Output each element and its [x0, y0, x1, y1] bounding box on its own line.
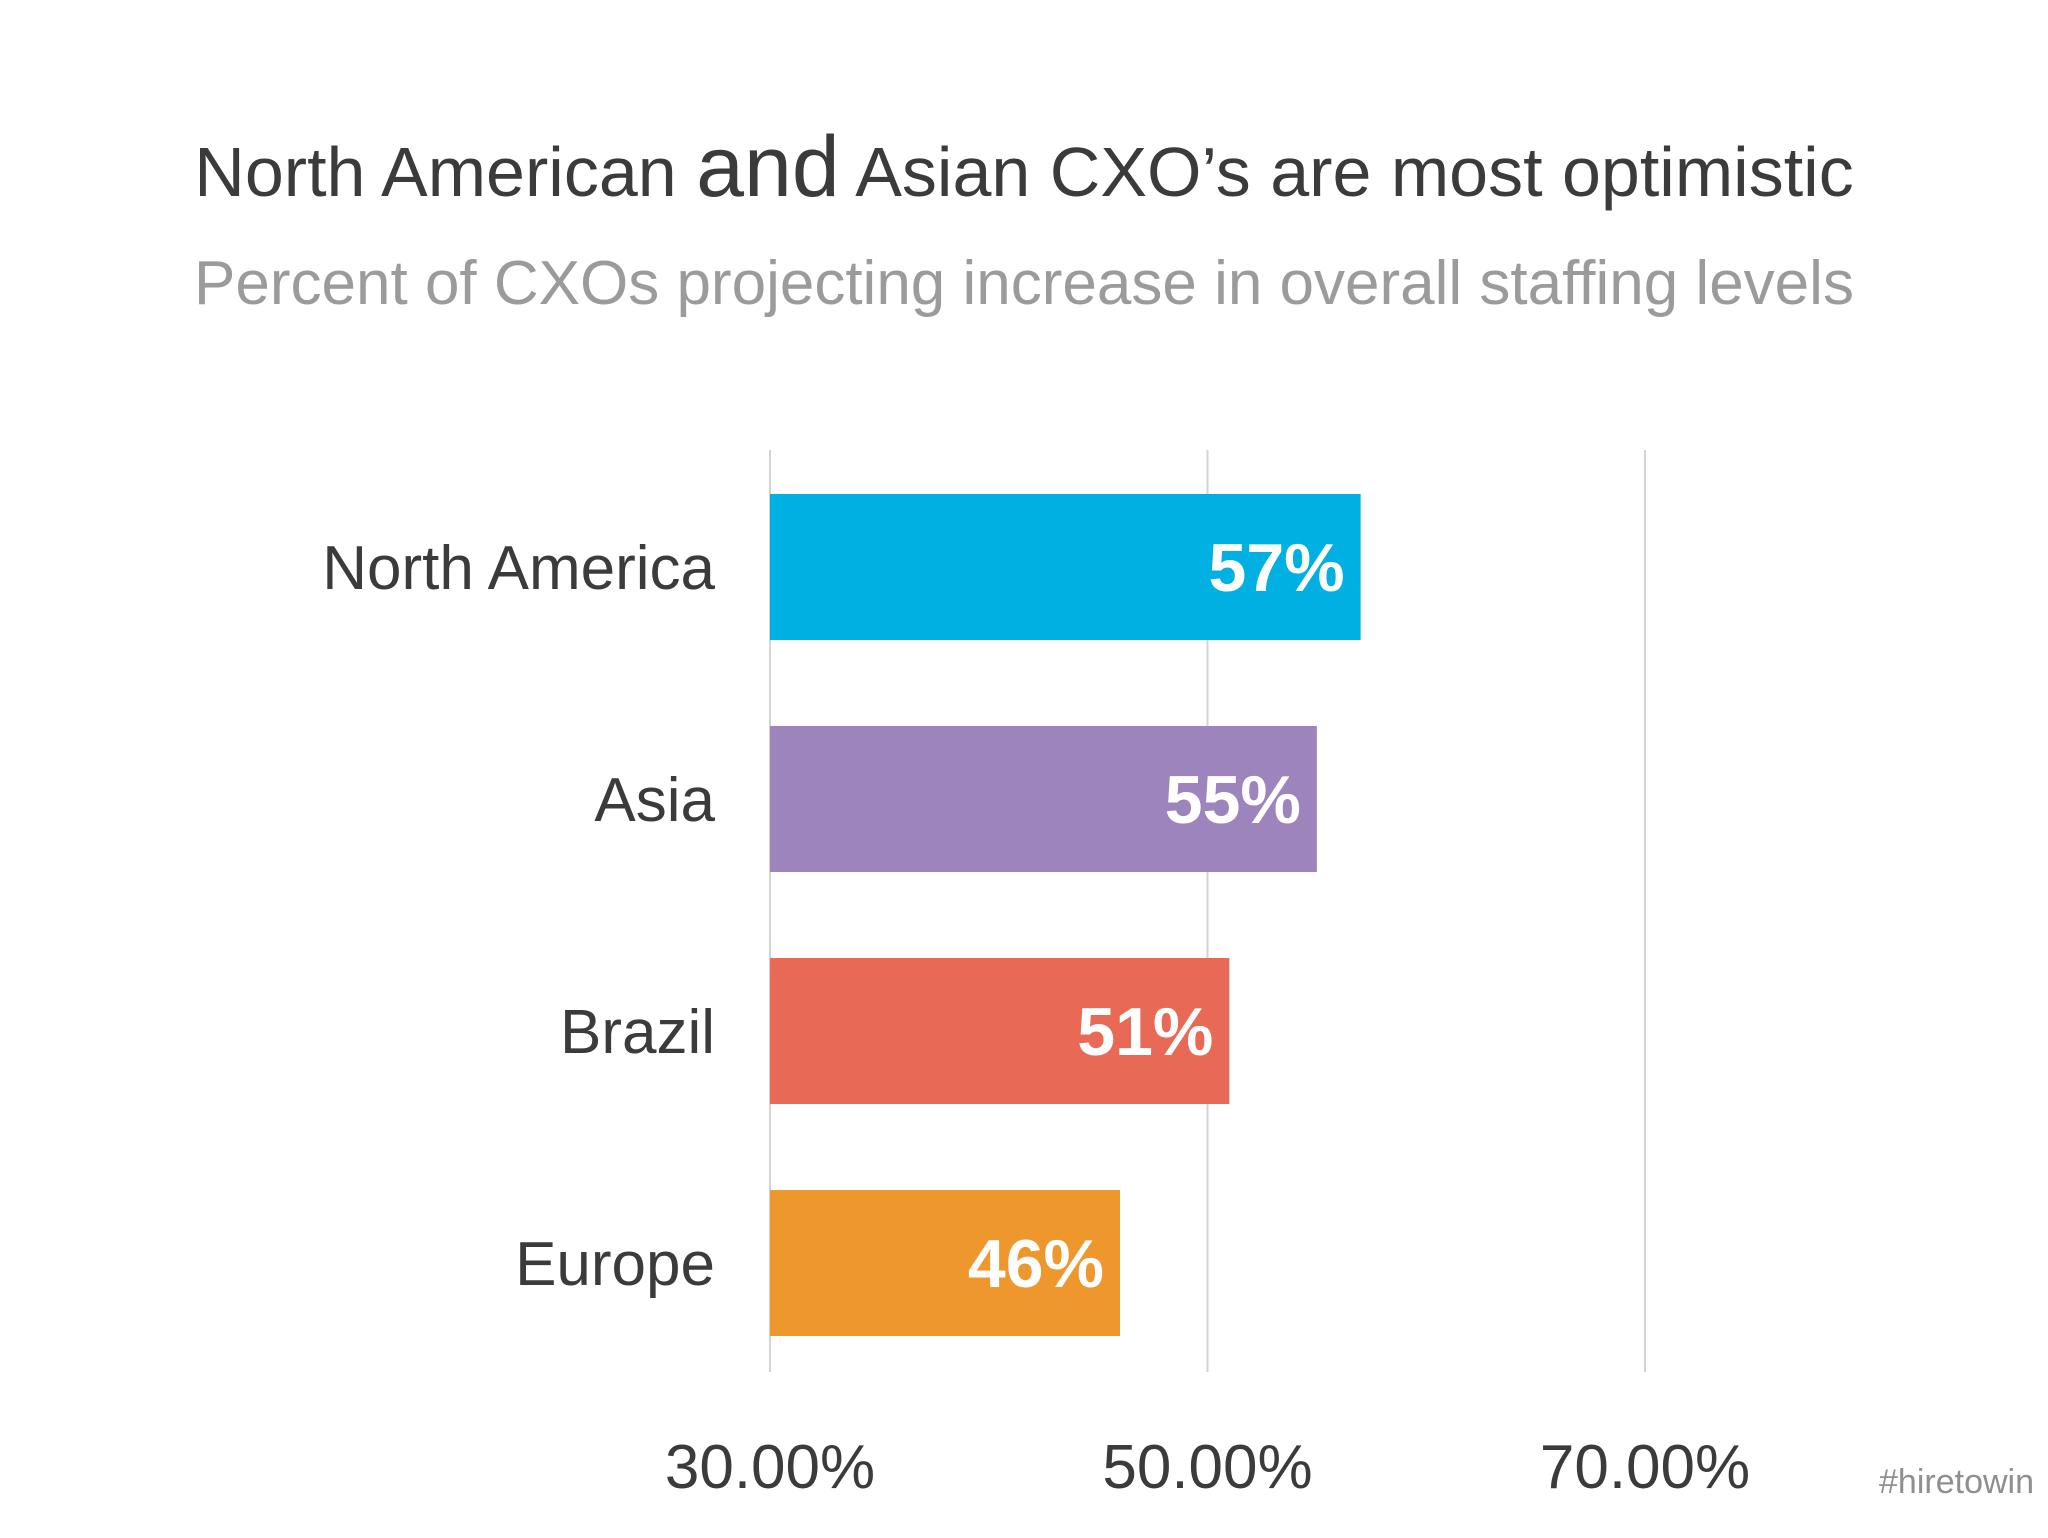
category-label-2: Brazil [560, 998, 715, 1067]
x-tick-label-1: 50.00% [1102, 1433, 1312, 1502]
category-label-0: North America [322, 534, 715, 603]
category-label-1: Asia [594, 766, 715, 835]
bar-value-label-3: 46% [968, 1226, 1104, 1302]
category-labels: North America Asia Brazil Europe [322, 534, 715, 1299]
bar-3 [770, 1190, 1120, 1336]
bar-1 [770, 726, 1317, 872]
bar-0 [770, 494, 1361, 640]
chart-title-part3: Asian CXO’s are most optimistic [839, 133, 1854, 211]
bar-value-label-1: 55% [1165, 762, 1301, 838]
chart-title: North American and Asian CXO’s are most … [0, 118, 2048, 217]
bar-value-label-2: 51% [1077, 994, 1213, 1070]
x-tick-label-2: 70.00% [1540, 1433, 1750, 1502]
bar-2 [770, 958, 1230, 1104]
chart-title-part1: North American [194, 133, 697, 211]
category-label-3: Europe [515, 1230, 715, 1299]
x-tick-label-0: 30.00% [665, 1433, 875, 1502]
chart-title-part2: and [696, 119, 840, 215]
x-axis-tick-labels: 30.00% 50.00% 70.00% [665, 1433, 1750, 1502]
bar-value-label-0: 57% [1209, 530, 1345, 606]
chart-subtitle: Percent of CXOs projecting increase in o… [194, 249, 1854, 318]
bars: 57% 55% 51% 46% [770, 494, 1361, 1336]
watermark: #hiretowin [1879, 1463, 2034, 1501]
